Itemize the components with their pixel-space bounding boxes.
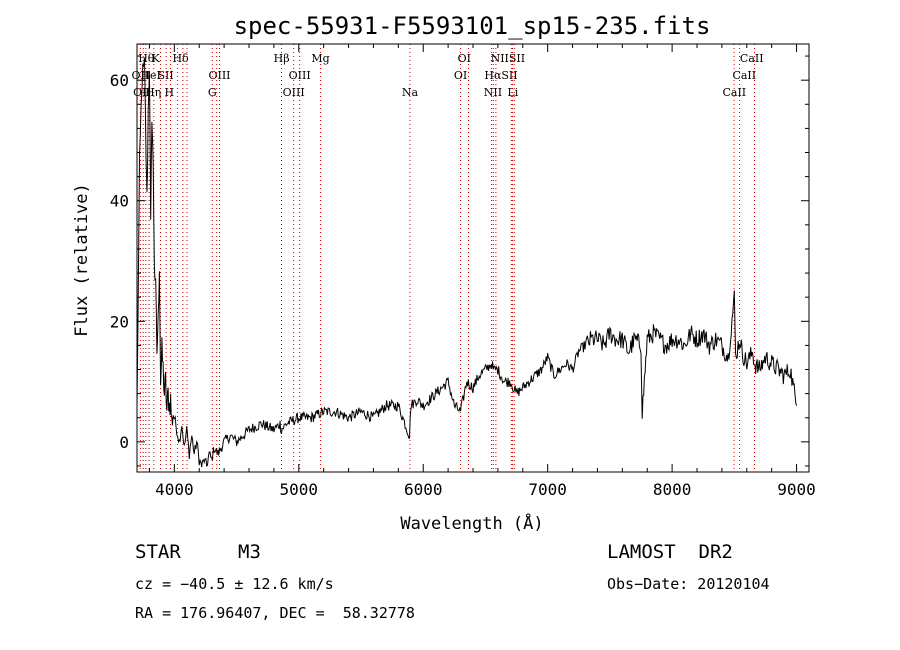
x-tick-label: 6000 bbox=[404, 480, 443, 499]
line-label: NIISII bbox=[491, 52, 526, 65]
x-tick-label: 5000 bbox=[280, 480, 319, 499]
axis-ticks: 4000 5000 6000 7000 8000 9000 0 20 40 60 bbox=[110, 44, 816, 499]
line-label: G bbox=[208, 86, 217, 99]
y-tick-label: 60 bbox=[110, 71, 129, 90]
x-tick-label: 7000 bbox=[528, 480, 567, 499]
survey-name: LAMOST DR2 bbox=[607, 541, 733, 563]
line-label: HαSII bbox=[484, 69, 517, 82]
line-label: Li bbox=[507, 86, 518, 99]
spectral-line-markers bbox=[139, 44, 755, 472]
line-label: OI bbox=[458, 52, 471, 65]
y-tick-label: 0 bbox=[119, 433, 129, 452]
x-tick-label: 8000 bbox=[653, 480, 692, 499]
y-axis-label: Flux (relative) bbox=[72, 183, 92, 337]
line-label: NII bbox=[484, 86, 502, 99]
line-label: Hβ bbox=[274, 52, 290, 65]
y-tick-label: 40 bbox=[110, 192, 129, 211]
x-tick-label: 4000 bbox=[155, 480, 194, 499]
plot-area bbox=[136, 43, 810, 473]
plot-frame bbox=[136, 43, 810, 473]
line-label: H bbox=[165, 86, 175, 99]
line-label: Mg bbox=[311, 52, 329, 65]
line-label: CaII bbox=[722, 86, 746, 99]
line-label: K bbox=[152, 52, 161, 65]
line-label: Hδ bbox=[172, 52, 189, 65]
line-label: OIII bbox=[283, 86, 305, 99]
radial-velocity: cz = −40.5 ± 12.6 km/s bbox=[135, 575, 334, 593]
line-label: Hθ bbox=[138, 52, 155, 65]
line-label: OIII bbox=[289, 69, 311, 82]
x-tick-label: 9000 bbox=[777, 480, 816, 499]
observation-date: Obs−Date: 20120104 bbox=[607, 575, 770, 593]
object-class: STAR bbox=[135, 541, 181, 563]
object-subclass: M3 bbox=[238, 541, 261, 563]
line-label: Na bbox=[402, 86, 419, 99]
y-tick-label: 20 bbox=[110, 312, 129, 331]
line-label: Hη bbox=[145, 86, 161, 99]
sky-coordinates: RA = 176.96407, DEC = 58.32778 bbox=[135, 604, 415, 622]
spectrum-line bbox=[136, 58, 798, 468]
line-label: CaII bbox=[732, 69, 756, 82]
line-label: CaII bbox=[740, 52, 764, 65]
chart-title: spec-55931-F5593101_sp15-235.fits bbox=[234, 12, 711, 40]
line-label: HeI bbox=[140, 69, 160, 82]
line-label: OI bbox=[454, 69, 467, 82]
line-label: SII bbox=[158, 69, 174, 82]
x-axis-label: Wavelength (Å) bbox=[400, 512, 543, 534]
line-label: OIII bbox=[208, 69, 230, 82]
